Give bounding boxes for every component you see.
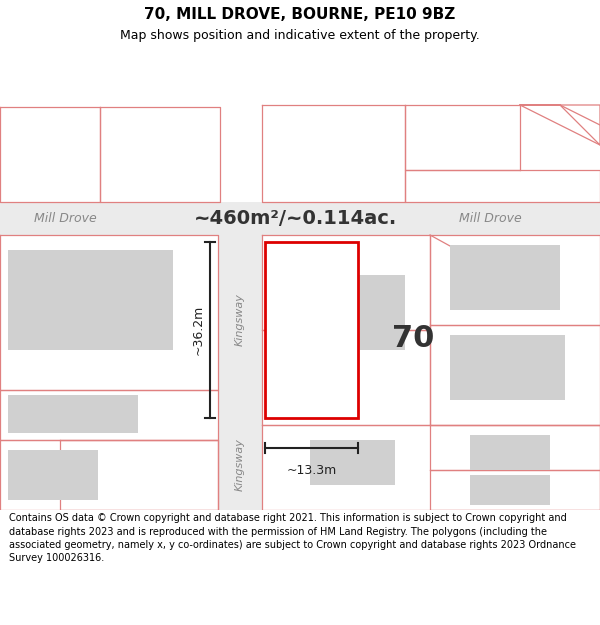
Text: Contains OS data © Crown copyright and database right 2021. This information is : Contains OS data © Crown copyright and d… — [9, 514, 576, 563]
Text: 70: 70 — [392, 324, 434, 353]
Text: ~36.2m: ~36.2m — [191, 305, 205, 355]
Text: Kingsway: Kingsway — [235, 439, 245, 491]
Bar — [8, 395, 138, 433]
Text: Mill Drove: Mill Drove — [458, 212, 521, 225]
Bar — [470, 435, 550, 470]
Bar — [8, 250, 173, 350]
Text: Map shows position and indicative extent of the property.: Map shows position and indicative extent… — [120, 29, 480, 42]
Bar — [450, 245, 560, 310]
Bar — [218, 235, 262, 510]
Bar — [0, 202, 600, 235]
Text: ~460m²/~0.114ac.: ~460m²/~0.114ac. — [193, 209, 397, 228]
Text: Kingsway: Kingsway — [235, 294, 245, 346]
Bar — [265, 242, 358, 418]
Bar — [450, 335, 565, 400]
Text: 70, MILL DROVE, BOURNE, PE10 9BZ: 70, MILL DROVE, BOURNE, PE10 9BZ — [145, 6, 455, 21]
Bar — [470, 475, 550, 505]
Bar — [330, 275, 405, 350]
Bar — [310, 440, 395, 485]
Text: ~13.3m: ~13.3m — [286, 464, 337, 477]
Bar — [8, 450, 98, 500]
Text: Mill Drove: Mill Drove — [34, 212, 97, 225]
